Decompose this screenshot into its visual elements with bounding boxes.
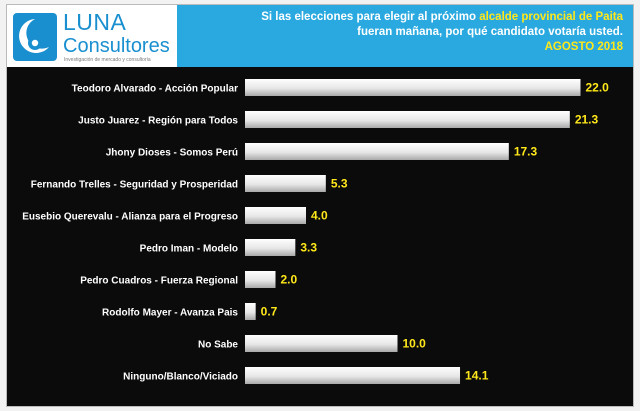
bar-chart: Teodoro Alvarado - Acción Popular 22.0 Jus…: [22, 79, 610, 384]
title-line-1-text: Si las elecciones para elegir al próximo: [261, 11, 480, 23]
bar: [245, 175, 326, 192]
logo-name-secondary: Consultores: [63, 35, 170, 57]
bar: [245, 79, 581, 96]
logo-tagline: Investigación de mercado y consultoría: [64, 57, 151, 63]
title-highlight: alcalde provincial de Paita: [479, 11, 623, 23]
category-label: Teodoro Alvarado - Acción Popular: [72, 84, 238, 95]
category-label: Jhony Dioses - Somos Perú: [106, 148, 238, 159]
category-label: Justo Juarez - Región para Todos: [78, 116, 238, 127]
bar: [245, 271, 276, 288]
logo-name: LUNA: [63, 9, 127, 35]
category-label: Ninguno/Blanco/Viciado: [123, 372, 238, 383]
value-label: 22.0: [586, 81, 610, 95]
value-label: 17.3: [514, 145, 538, 159]
title-line-1: Si las elecciones para elegir al próximo…: [183, 10, 623, 25]
header-banner: LUNA Consultores Investigación de mercad…: [7, 5, 633, 67]
title-line-2: fueran mañana, por qué candidato votaría…: [357, 26, 623, 38]
bar: [245, 303, 256, 320]
category-label: No Sabe: [198, 340, 238, 351]
value-label: 2.0: [281, 273, 298, 287]
bar: [245, 111, 570, 128]
bar: [245, 239, 296, 256]
logo: LUNA Consultores Investigación de mercad…: [7, 5, 177, 67]
category-label: Eusebio Querevalu - Alianza para el Prog…: [22, 212, 238, 223]
value-label: 4.0: [311, 209, 328, 223]
category-label: Pedro Iman - Modelo: [140, 244, 238, 255]
category-label: Fernando Trelles - Seguridad y Prosperid…: [31, 180, 238, 191]
category-label: Pedro Cuadros - Fuerza Regional: [80, 276, 238, 287]
category-label: Rodolfo Mayer - Avanza Pais: [102, 308, 238, 319]
bar: [245, 367, 461, 384]
value-label: 21.3: [575, 113, 599, 127]
value-label: 10.0: [403, 337, 427, 351]
chart-title: Si las elecciones para elegir al próximo…: [183, 10, 623, 55]
luna-logo-icon: [13, 13, 57, 61]
value-label: 3.3: [300, 241, 317, 255]
bar: [245, 335, 398, 352]
value-label: 0.7: [261, 305, 278, 319]
chart-frame: LUNA Consultores Investigación de mercad…: [6, 4, 634, 407]
value-label: 5.3: [331, 177, 348, 191]
bar: [245, 207, 306, 224]
value-label: 14.1: [465, 369, 489, 383]
title-date: AGOSTO 2018: [544, 41, 623, 53]
bar: [245, 143, 509, 160]
